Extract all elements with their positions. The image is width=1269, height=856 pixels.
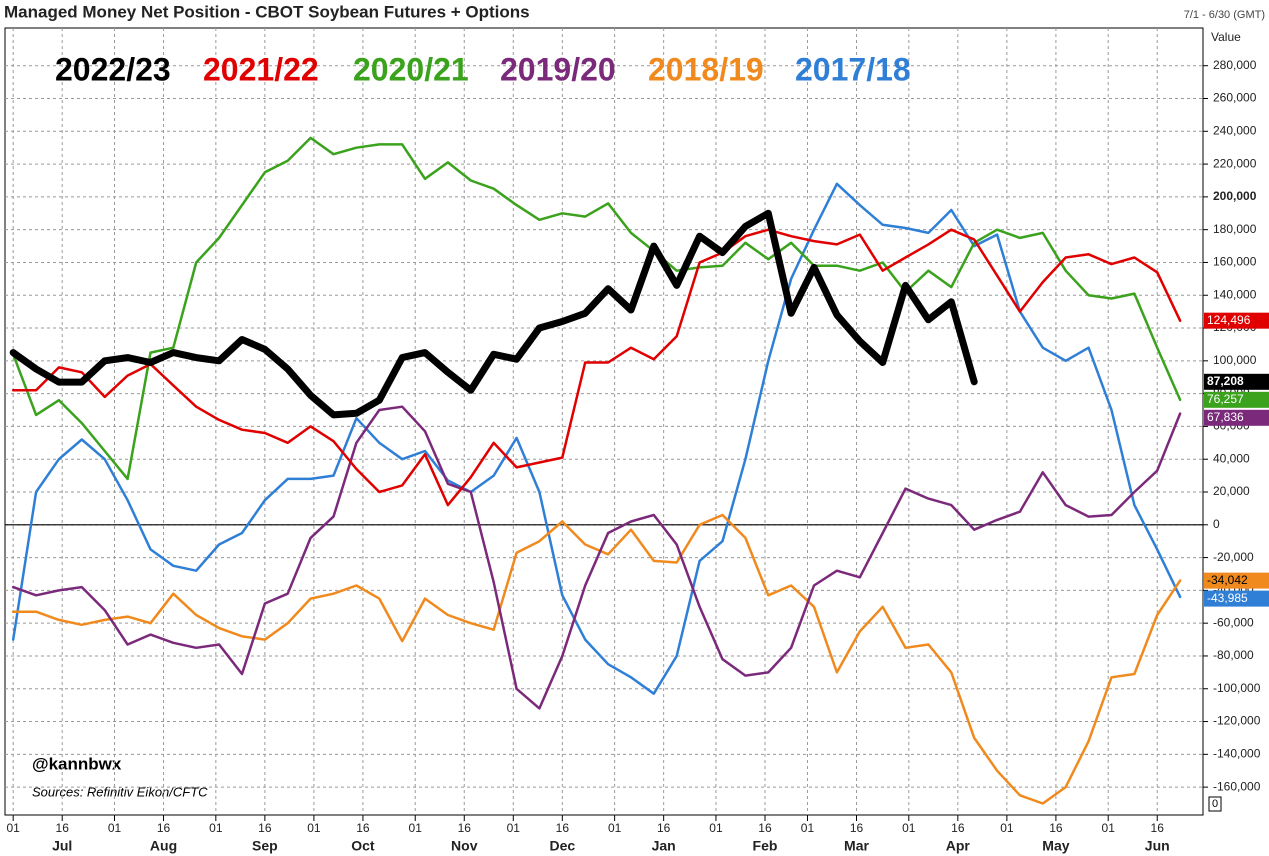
value-label-box xyxy=(1204,590,1269,607)
y-tick-label: 160,000 xyxy=(1213,255,1257,269)
value-label: 76,257 xyxy=(1207,392,1244,406)
x-tick-label: 01 xyxy=(1000,821,1014,835)
y-tick-label: 0 xyxy=(1213,517,1220,531)
series-line xyxy=(11,405,1182,710)
x-tick-label: 16 xyxy=(556,821,570,835)
x-tick-label: 01 xyxy=(6,821,20,835)
legend-entry: 2017/18 xyxy=(795,51,911,87)
x-tick-label: 01 xyxy=(1102,821,1116,835)
legend-entry: 2021/22 xyxy=(203,51,319,87)
x-month-label: Apr xyxy=(946,838,971,854)
y-tick-label: 20,000 xyxy=(1213,484,1250,498)
x-month-label: Jun xyxy=(1145,838,1170,854)
value-label: 67,836 xyxy=(1207,410,1244,424)
series-line xyxy=(11,182,1182,695)
x-month-label: Sep xyxy=(252,838,278,854)
value-label: 124,496 xyxy=(1207,313,1251,327)
y-tick-label: -60,000 xyxy=(1213,615,1254,629)
y-tick-label: -160,000 xyxy=(1213,779,1261,793)
x-tick-label: 01 xyxy=(409,821,423,835)
x-tick-label: 01 xyxy=(801,821,815,835)
x-tick-label: 01 xyxy=(108,821,122,835)
x-month-label: Feb xyxy=(753,838,778,854)
value-label-box xyxy=(1204,409,1269,426)
value-label: -34,042 xyxy=(1207,573,1248,587)
x-tick-label: 16 xyxy=(758,821,772,835)
plot-area xyxy=(4,27,1204,816)
y-tick-label: -100,000 xyxy=(1213,681,1261,695)
series-line xyxy=(9,209,978,419)
x-tick-label: 16 xyxy=(850,821,864,835)
value-label: -43,985 xyxy=(1207,591,1248,605)
y-tick-label: 260,000 xyxy=(1213,91,1257,105)
x-tick-label: 16 xyxy=(157,821,171,835)
legend-entry: 2018/19 xyxy=(648,51,764,87)
x-tick-label: 16 xyxy=(1049,821,1063,835)
x-tick-label: 01 xyxy=(507,821,521,835)
x-month-label: Nov xyxy=(451,838,478,854)
x-tick-label: 01 xyxy=(307,821,321,835)
y-tick-label: 240,000 xyxy=(1213,123,1257,137)
y-tick-label: 200,000 xyxy=(1213,189,1257,203)
chart-title: Managed Money Net Position - CBOT Soybea… xyxy=(4,2,530,21)
x-tick-label: 16 xyxy=(458,821,472,835)
y-tick-label: -20,000 xyxy=(1213,550,1254,564)
legend-entry: 2022/23 xyxy=(55,51,171,87)
x-tick-label: 01 xyxy=(709,821,723,835)
x-month-label: May xyxy=(1042,838,1069,854)
y-tick-label: 180,000 xyxy=(1213,222,1257,236)
value-label-box xyxy=(1204,391,1269,408)
x-tick-label: 16 xyxy=(258,821,272,835)
x-month-label: Aug xyxy=(150,838,177,854)
x-tick-label: 16 xyxy=(951,821,965,835)
annotation: Sources: Refinitiv Eikon/CFTC xyxy=(32,784,208,799)
x-month-label: Dec xyxy=(549,838,575,854)
y-tick-label: 40,000 xyxy=(1213,451,1250,465)
value-label-box xyxy=(1204,572,1269,589)
x-tick-label: 16 xyxy=(356,821,370,835)
y-tick-label: 280,000 xyxy=(1213,58,1257,72)
x-tick-label: 16 xyxy=(657,821,671,835)
x-month-label: Oct xyxy=(351,838,375,854)
series-line xyxy=(11,228,1182,507)
y-tick-label: -80,000 xyxy=(1213,648,1254,662)
corner-label: 0 xyxy=(1212,798,1218,810)
y-tick-label: 140,000 xyxy=(1213,287,1257,301)
chart-subtitle: 7/1 - 6/30 (GMT) xyxy=(1184,9,1265,21)
value-label-box xyxy=(1204,312,1269,329)
series-line xyxy=(11,136,1182,481)
x-tick-label: 16 xyxy=(56,821,70,835)
value-label: 87,208 xyxy=(1207,374,1244,388)
legend-entry: 2019/20 xyxy=(500,51,616,87)
y-tick-label: 100,000 xyxy=(1213,353,1257,367)
y-tick-label: 220,000 xyxy=(1213,156,1257,170)
x-tick-label: 16 xyxy=(1151,821,1165,835)
y-axis-label: Value xyxy=(1211,30,1241,44)
x-tick-label: 01 xyxy=(608,821,622,835)
annotation: @kannbwx xyxy=(32,754,122,773)
x-tick-label: 01 xyxy=(209,821,223,835)
y-tick-label: -140,000 xyxy=(1213,747,1261,761)
series-line xyxy=(11,513,1182,805)
corner-box xyxy=(1208,796,1222,812)
x-tick-label: 01 xyxy=(902,821,916,835)
x-month-label: Jul xyxy=(52,838,72,854)
x-month-label: Jan xyxy=(652,838,676,854)
x-month-label: Mar xyxy=(844,838,869,854)
y-tick-label: -120,000 xyxy=(1213,714,1261,728)
legend-entry: 2020/21 xyxy=(353,51,469,87)
value-label-box xyxy=(1204,373,1269,390)
